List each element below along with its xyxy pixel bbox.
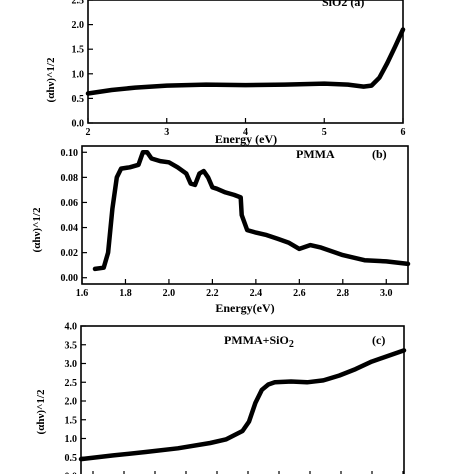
panel-c-y-tick-label: 4.0 (65, 322, 78, 333)
panel-b-y-tick-label: 0.00 (61, 273, 79, 284)
panel-b-x-tick-label: 1.6 (76, 288, 89, 299)
panel-a-x-tick-label: 5 (322, 127, 327, 138)
panel-a-frame (87, 0, 404, 124)
panel-c-y-tick-label: 3.0 (65, 359, 78, 370)
panel-c: 0.0 0.5 1.0 1.5 2.0 2.5 3.0 3.5 4.0 PMMA+SiO2 (c… (35, 322, 407, 474)
panel-a-annotation: SiO2 (a) (322, 0, 364, 9)
panel-c-panel-label: (c) (372, 333, 385, 347)
panel-c-y-tick-label: 3.5 (65, 340, 78, 351)
panel-c-series-line (78, 348, 407, 462)
panel-b-x-tick-label: 3.0 (380, 288, 393, 299)
panel-a-y-tick-label: 1.5 (72, 45, 85, 56)
panel-b-series-line (92, 150, 411, 272)
panel-a-series-line (85, 27, 406, 96)
panel-b-panel-label: (b) (372, 147, 387, 161)
panel-b-x-tick-label: 2.2 (206, 288, 219, 299)
panel-b-x-tick-label: 2.4 (250, 288, 263, 299)
panel-b-x-tick-label: 2.8 (337, 288, 350, 299)
panel-a-x-axis-label: Energy (eV) (215, 132, 277, 146)
panel-c-y-tick-label: 0.5 (65, 453, 78, 464)
panel-c-y-tick-label: 1.5 (65, 415, 78, 426)
panel-b-frame (81, 145, 409, 285)
panel-b-x-tick-label: 2.0 (163, 288, 176, 299)
panel-b-annotation: PMMA (296, 147, 335, 161)
panel-b-y-tick-label: 0.08 (61, 173, 79, 184)
panel-b-x-axis-label: Energy(eV) (215, 301, 274, 315)
panel-a: 0.0 0.5 1.0 1.5 2.0 2.5 2 3 4 5 6 SiO2 (a) Energy… (45, 0, 406, 146)
panel-a-y-tick-label: 2.5 (72, 0, 85, 7)
panel-a-y-tick-label: 0.5 (72, 94, 85, 105)
panel-b-y-tick-label: 0.02 (61, 248, 79, 259)
panel-a-x-tick-label: 4 (243, 127, 248, 138)
panel-c-annotation: PMMA+SiO2 (224, 333, 294, 350)
panel-a-x-tick-label: 2 (86, 127, 91, 138)
panel-c-y-tick-label: 2.5 (65, 378, 78, 389)
panel-b-x-tick-label: 1.8 (119, 288, 132, 299)
panel-b-y-tick-label: 0.04 (61, 223, 79, 234)
panel-a-x-tick-label: 3 (164, 127, 169, 138)
panel-b-y-tick-label: 0.10 (61, 148, 79, 159)
panel-c-y-tick-label: 1.0 (65, 434, 78, 445)
panel-b-x-tick-label: 2.6 (293, 288, 306, 299)
panel-b-y-axis-label: (αhν)^1/2 (31, 207, 43, 252)
panel-b-y-tick-label: 0.06 (61, 198, 79, 209)
panel-a-y-axis-label: (αhν)^1/2 (45, 57, 57, 102)
panel-a-y-tick-label: 0.0 (72, 119, 85, 130)
panel-c-y-tick-label: 2.0 (65, 397, 78, 408)
panel-a-x-tick-label: 6 (401, 127, 406, 138)
panel-c-y-tick-label: 0.0 (65, 472, 78, 474)
panel-a-y-tick-label: 1.0 (72, 69, 85, 80)
panel-a-y-tick-label: 2.0 (72, 20, 85, 31)
panel-b: 0.00 0.02 0.04 0.06 0.08 0.10 1.6 1.8 2.0 2.2 2.4… (31, 145, 411, 315)
panel-c-y-axis-label: (αhν)^1/2 (35, 389, 47, 434)
